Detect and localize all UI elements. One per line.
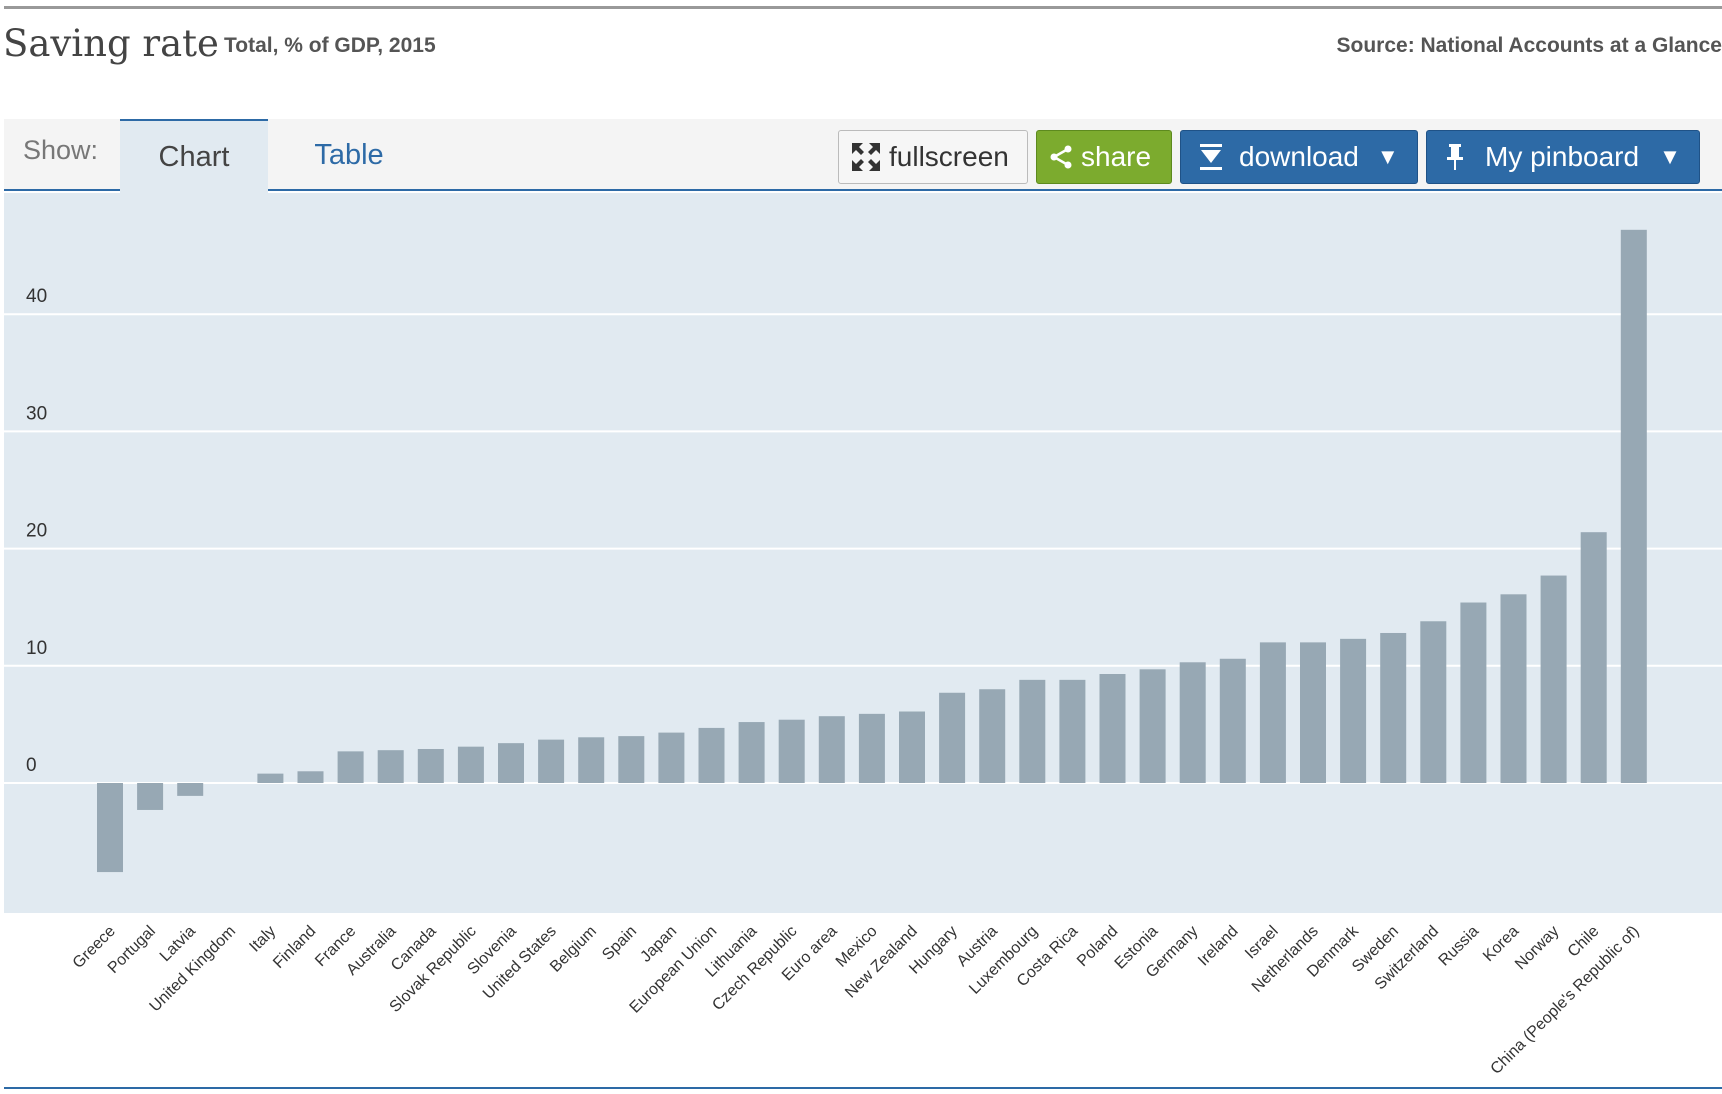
pin-icon [1445,143,1465,171]
y-tick-label: 40 [26,286,47,307]
plot-area [4,193,1722,913]
bar [1139,669,1166,783]
download-icon [1199,143,1223,171]
bar [658,732,685,783]
bar [97,783,123,873]
bar [738,722,765,783]
bar [618,736,645,783]
pinboard-button[interactable]: My pinboard ▼ [1426,130,1700,184]
share-icon [1049,144,1073,170]
bar [1620,229,1647,784]
y-tick-label: 30 [26,403,47,424]
chart-subtitle: Total, % of GDP, 2015 [224,34,436,57]
share-button[interactable]: share [1036,130,1172,184]
bar [1580,532,1607,783]
bar [1540,575,1567,783]
fullscreen-arrows-icon [851,142,881,172]
bar [297,771,324,783]
y-tick-label: 20 [26,521,47,542]
bar [457,746,484,783]
bar [1420,621,1447,783]
bar [899,711,925,783]
bar [939,692,966,783]
show-label: Show: [23,135,99,165]
bar [498,743,524,783]
bar [417,749,444,783]
bar [1179,662,1206,783]
bar [1099,674,1126,783]
y-tick-label: 10 [26,638,47,659]
x-tick-label: Russia [1436,923,1483,970]
bar [538,739,565,783]
tab-chart[interactable]: Chart [120,119,268,193]
bar [337,751,364,783]
tab-chart-label: Chart [158,140,230,173]
x-tick-label: Chile [1565,923,1603,961]
x-tick-label: Finland [270,923,319,972]
share-label: share [1081,141,1152,172]
bar [858,713,885,783]
bar [137,783,164,810]
download-label: download [1239,141,1359,172]
x-tick-label: Spain [599,923,640,964]
x-tick-label: Ireland [1195,923,1242,970]
source-link[interactable]: Source: National Accounts at a Glance [1336,34,1722,57]
bar [1259,642,1286,783]
bar [1059,679,1086,783]
chart-title: Saving rate [3,22,219,65]
bar [1300,642,1326,783]
bar [698,727,725,783]
bar [818,716,845,783]
y-tick-label: 0 [26,755,37,776]
chart-header: Saving rate Total, % of GDP, 2015 Source… [0,18,1722,68]
top-rule [4,6,1722,9]
bar [1380,632,1407,783]
bar [1219,658,1246,783]
bar [1500,594,1527,783]
download-button[interactable]: download ▼ [1180,130,1418,184]
x-tick-label: Norway [1512,923,1562,973]
download-chevron-down-icon: ▼ [1376,144,1399,169]
pinboard-chevron-down-icon: ▼ [1659,144,1681,169]
fullscreen-button[interactable]: fullscreen [838,130,1028,184]
bar [1460,602,1487,783]
bar [778,719,805,783]
bar [377,750,404,783]
x-tick-label: Italy [246,923,279,956]
toolbar: Show: Chart Table fullscreen [4,119,1722,193]
tab-table[interactable]: Table [274,119,424,191]
bar [257,773,284,783]
bar [177,783,204,796]
pinboard-label: My pinboard [1485,141,1640,172]
bottom-rule [4,1087,1722,1089]
bar [1340,638,1367,783]
bar [578,737,605,783]
fullscreen-label: fullscreen [889,141,1009,172]
bar [979,689,1006,783]
tab-table-label: Table [314,138,384,171]
bar [1019,679,1046,783]
